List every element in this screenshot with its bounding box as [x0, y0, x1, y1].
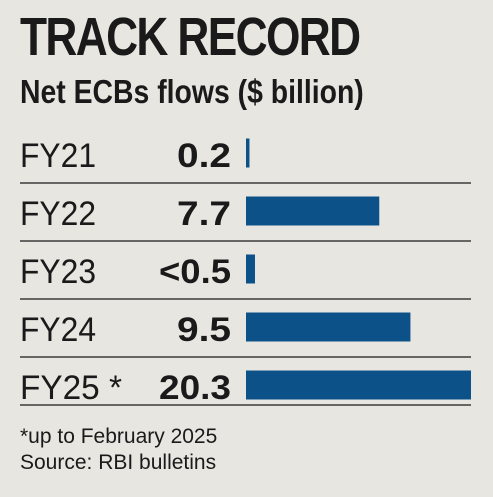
category-label: FY23 — [20, 253, 96, 291]
category-label: FY22 — [20, 195, 96, 233]
chart-title: TRACK RECORD — [20, 7, 361, 67]
category-label: FY24 — [20, 311, 96, 349]
bar — [246, 312, 411, 342]
bar — [246, 196, 380, 226]
bar — [246, 370, 471, 400]
value-label: 0.2 — [177, 137, 231, 175]
value-label: 9.5 — [177, 311, 231, 349]
category-label: FY25 * — [20, 369, 122, 407]
value-label: 20.3 — [159, 369, 231, 407]
value-label: 7.7 — [177, 195, 231, 233]
axis-break-gap — [475, 369, 481, 401]
chart-subtitle: Net ECBs flows ($ billion) — [20, 73, 364, 110]
bar — [246, 138, 250, 168]
value-label: <0.5 — [159, 253, 231, 291]
source-note: Source: RBI bulletins — [20, 451, 217, 474]
category-label: FY21 — [20, 137, 96, 175]
bar — [246, 254, 255, 284]
footnote: *up to February 2025 — [20, 425, 218, 448]
